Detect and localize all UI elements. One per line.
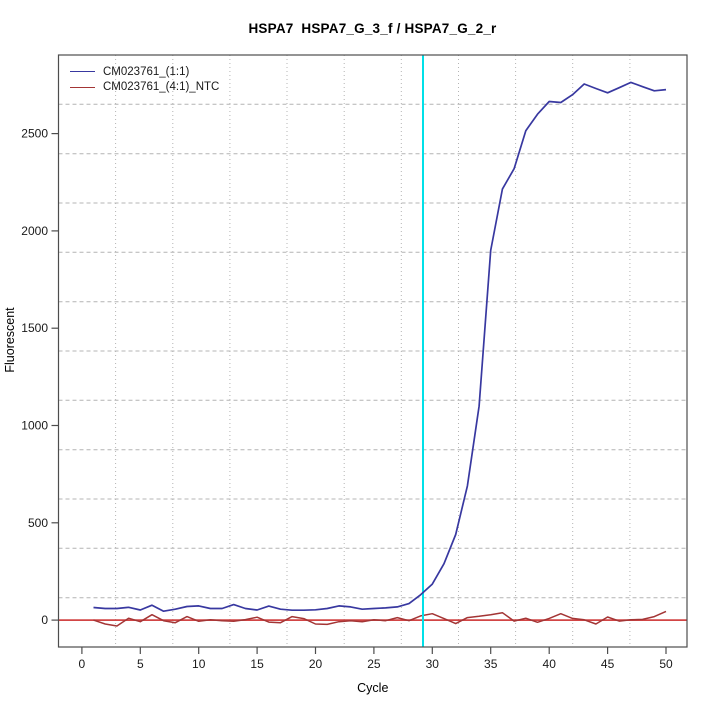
- x-tick-label: 30: [426, 657, 440, 671]
- y-tick-label: 2000: [21, 224, 48, 238]
- legend-label-ntc: CM023761_(4:1)_NTC: [103, 81, 220, 94]
- legend-line-ntc-icon: [70, 86, 95, 88]
- x-tick-label: 40: [543, 657, 557, 671]
- legend-item: CM023761_(4:1)_NTC: [70, 80, 219, 96]
- plot-box: [57, 54, 688, 648]
- x-tick-label: 0: [79, 657, 86, 671]
- y-tick-label: 500: [28, 516, 48, 530]
- legend-label-sample: CM023761_(1:1): [103, 65, 190, 78]
- x-tick-label: 15: [250, 657, 264, 671]
- legend-line-sample-icon: [70, 71, 95, 73]
- y-tick-label: 1500: [21, 321, 48, 335]
- x-tick-label: 10: [192, 657, 206, 671]
- chart-title: HSPA7 HSPA7_G_3_f / HSPA7_G_2_r: [248, 21, 497, 36]
- x-tick-label: 50: [659, 657, 673, 671]
- y-tick-label: 1000: [21, 419, 48, 433]
- y-tick-label: 2500: [21, 127, 48, 141]
- x-tick-label: 45: [601, 657, 615, 671]
- x-tick-label: 20: [309, 657, 323, 671]
- x-axis-title: Cycle: [357, 681, 388, 695]
- series-line-sample: [93, 81, 667, 613]
- x-tick-label: 35: [484, 657, 498, 671]
- y-tick-label: 0: [41, 613, 48, 627]
- legend: CM023761_(1:1) CM023761_(4:1)_NTC: [70, 64, 219, 95]
- x-tick-label: 5: [137, 657, 144, 671]
- legend-item: CM023761_(1:1): [70, 64, 219, 80]
- series-line-ntc: [93, 610, 667, 627]
- y-axis-title: Fluorescent: [3, 307, 17, 373]
- x-tick-label: 25: [367, 657, 381, 671]
